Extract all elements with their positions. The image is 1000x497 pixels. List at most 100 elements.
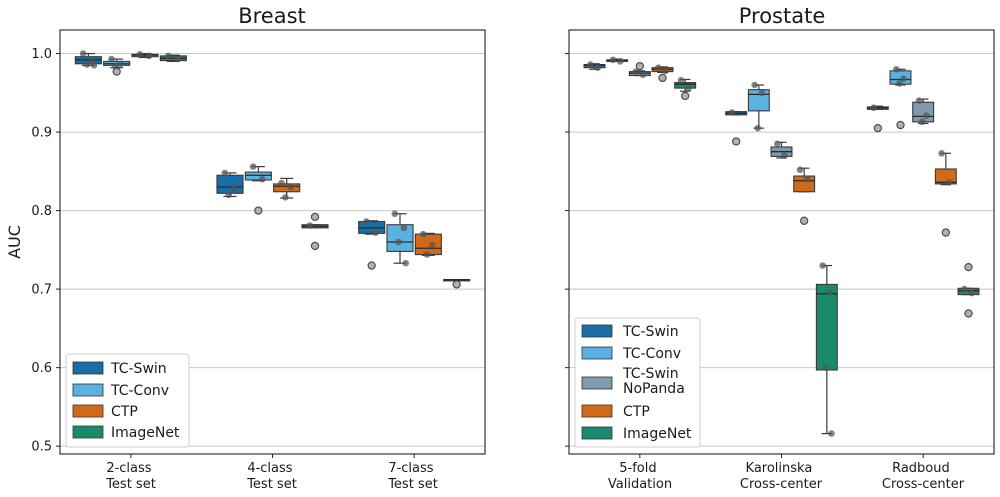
- legend-label-tc-swin: TC-Swin: [110, 361, 167, 377]
- prostate-box-tc-conv-2-point: [893, 65, 900, 73]
- legend-label-tc-conv: TC-Conv: [622, 346, 681, 362]
- prostate-box-ctp-1-outlier: [800, 216, 809, 225]
- prostate-box-imagenet-0-iqr: [674, 82, 697, 89]
- prostate-box-tc-conv-1-point: [751, 81, 758, 89]
- breast-box-imagenet-0: [159, 52, 187, 63]
- prostate-box-imagenet-2-point: [961, 285, 968, 293]
- prostate-box-ctp-2-point: [938, 149, 945, 157]
- breast-legend-frame: [65, 353, 190, 448]
- breast-box-tc-conv-0: [103, 55, 131, 76]
- breast-legend: TC-Swin TC-Conv CTP ImageNet: [65, 353, 190, 448]
- prostate-box-ctp-0: [651, 64, 674, 83]
- prostate-box-tc-conv-0-point: [616, 58, 624, 65]
- prostate-x-tick-radboud-line2: Cross-center: [882, 477, 965, 492]
- breast-box-tc-conv-1-iqr: [244, 171, 272, 181]
- prostate-box-imagenet-2-outlier: [964, 262, 973, 272]
- breast-box-tc-swin-2-outlier: [367, 261, 376, 270]
- breast-box-imagenet-1-point: [306, 222, 314, 229]
- breast-box-ctp-0-point: [136, 51, 144, 58]
- prostate-x-tick-5fold-line2: Validation: [608, 477, 672, 492]
- prostate-box-tc-conv-1-point: [754, 124, 762, 132]
- prostate-box-imagenet-0-outlier: [681, 91, 690, 101]
- legend-swatch-tc-conv: [581, 346, 613, 360]
- breast-box-tc-conv-1-point: [258, 175, 266, 183]
- breast-box-tc-conv-2-iqr: [386, 224, 414, 252]
- legend-label-ctp: CTP: [111, 404, 138, 420]
- prostate-box-imagenet-1-point: [822, 364, 830, 371]
- breast-box-ctp-0-point: [145, 52, 153, 60]
- prostate-panel: Prostate 5-fold Validation Karolinska Cr…: [565, 4, 995, 492]
- prostate-box-ctp-0-outlier: [658, 73, 667, 83]
- prostate-box-imagenet-1-point: [826, 288, 834, 296]
- breast-box-tc-swin-1-iqr: [216, 174, 244, 194]
- prostate-box-tc-swin-1-outlier: [732, 137, 741, 146]
- prostate-box-ctp-2: [934, 149, 957, 237]
- breast-y-tick-label: 0.5: [31, 440, 52, 455]
- prostate-box-tc-conv-1-point: [758, 89, 766, 97]
- prostate-x-tick-radboud-line1: Radboud: [892, 461, 950, 476]
- breast-box-ctp-2-point: [428, 241, 436, 249]
- legend-label-tc-swin-nopanda-line1: TC-Swin: [622, 366, 679, 382]
- prostate-box-imagenet-2: [957, 262, 980, 318]
- breast-box-tc-swin-1: [216, 169, 244, 199]
- prostate-box-imagenet-1-point: [828, 430, 835, 437]
- prostate-box-ctp-1-point: [803, 175, 811, 183]
- breast-box-tc-conv-0-point: [117, 60, 124, 68]
- breast-x-tick-4class: 4-class Test set: [246, 461, 297, 492]
- breast-box-tc-swin-0: [74, 50, 102, 69]
- breast-box-ctp-1-point: [278, 179, 285, 187]
- breast-y-tick-label: 0.6: [31, 361, 52, 376]
- legend-label-tc-swin-nopanda-line2: NoPanda: [623, 381, 685, 397]
- legend-swatch-tc-swin: [72, 361, 104, 375]
- breast-y-tick-label: 1.0: [31, 47, 52, 62]
- breast-x-tick-4class-line1: 4-class: [247, 461, 292, 476]
- prostate-box-imagenet-1-point: [819, 262, 826, 269]
- breast-y-tick-label: 0.9: [31, 126, 52, 141]
- breast-x-tick-7class-line1: 7-class: [388, 461, 433, 476]
- prostate-x-tick-karolinska-line2: Cross-center: [740, 477, 823, 492]
- prostate-box-tc-conv-2-point: [900, 75, 907, 82]
- legend-swatch-tc-swin: [581, 324, 613, 338]
- prostate-box-imagenet-0: [674, 76, 697, 101]
- breast-box-imagenet-2: [443, 279, 471, 289]
- prostate-box-tc-swin-nopanda-0-outlier: [635, 61, 644, 71]
- prostate-box-tc-swin-nopanda-2-point: [915, 97, 923, 104]
- legend-swatch-imagenet: [581, 426, 613, 440]
- prostate-box-imagenet-0-point: [677, 76, 685, 84]
- legend-swatch-ctp: [581, 404, 613, 418]
- prostate-box-ctp-1-point: [796, 166, 804, 174]
- breast-box-imagenet-1: [301, 212, 329, 251]
- breast-x-tick-2class: 2-class Test set: [105, 461, 156, 492]
- breast-box-tc-swin-2: [358, 218, 386, 270]
- prostate-x-tick-5fold-line1: 5-fold: [619, 461, 656, 476]
- prostate-box-tc-swin-1: [725, 109, 748, 146]
- prostate-box-ctp-0-point: [662, 67, 669, 75]
- prostate-box-tc-swin-nopanda-0-point: [639, 71, 647, 79]
- prostate-box-ctp-2-point: [945, 179, 953, 186]
- breast-box-tc-swin-2-point: [363, 218, 370, 225]
- prostate-box-tc-swin-0-point: [587, 61, 594, 68]
- breast-box-tc-swin-0-point: [90, 62, 98, 69]
- legend-label-imagenet: ImageNet: [111, 425, 180, 441]
- legend-label-tc-swin: TC-Swin: [622, 324, 679, 340]
- breast-x-tick-2class-line1: 2-class: [106, 461, 151, 476]
- prostate-x-tick-5fold: 5-fold Validation: [608, 461, 672, 492]
- prostate-box-ctp-0-point: [655, 64, 662, 71]
- prostate-box-tc-conv-2-point: [896, 80, 903, 87]
- prostate-box-ctp-1: [793, 166, 816, 225]
- breast-x-tick-7class-line2: Test set: [387, 477, 438, 492]
- breast-x-tick-2class-line2: Test set: [105, 477, 156, 492]
- prostate-box-tc-swin-0: [583, 61, 606, 71]
- breast-box-ctp-2: [414, 230, 442, 258]
- breast-y-tick-label: 0.7: [31, 283, 52, 298]
- prostate-box-tc-swin-nopanda-0-point: [632, 68, 639, 75]
- prostate-x-tick-karolinska-line1: Karolinska: [746, 461, 813, 476]
- breast-box-tc-conv-2: [386, 210, 414, 267]
- prostate-box-imagenet-2-point: [968, 289, 975, 297]
- prostate-box-tc-swin-2-point: [870, 104, 877, 112]
- prostate-box-ctp-2-outlier: [941, 228, 950, 237]
- breast-box-ctp-2-point: [419, 230, 427, 238]
- breast-box-imagenet-0-point: [164, 52, 172, 60]
- breast-box-tc-conv-0-point: [108, 55, 115, 63]
